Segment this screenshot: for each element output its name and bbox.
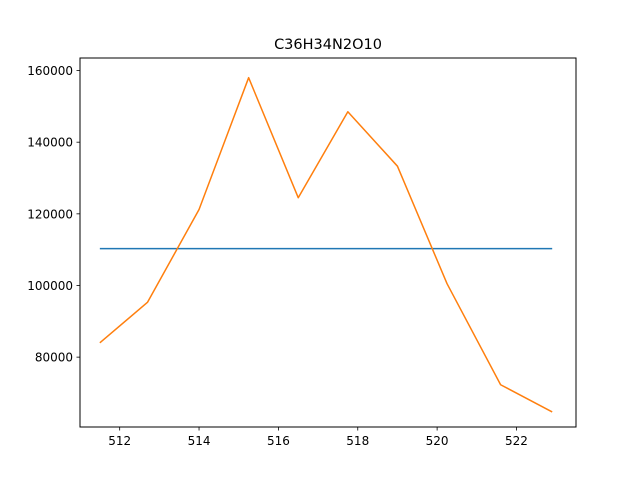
y-tick-label: 100000 [27,279,73,293]
y-tick-label: 160000 [27,64,73,78]
x-tick-label: 514 [188,434,211,448]
y-tick-label: 120000 [27,207,73,221]
x-tick-label: 512 [108,434,131,448]
x-tick-label: 522 [505,434,528,448]
series-layer [99,76,553,413]
y-tick-label: 80000 [35,351,73,365]
series-2-line [99,76,553,413]
y-tick-label: 140000 [27,136,73,150]
y-axis: 80000 100000 120000 140000 160000 [27,64,80,365]
x-axis: 512 514 516 518 520 522 [108,427,528,448]
plot-frame [79,57,577,428]
x-tick-label: 516 [267,434,290,448]
x-tick-label: 518 [346,434,369,448]
x-tick-label: 520 [426,434,449,448]
chart-title: C36H34N2O10 [274,37,382,53]
